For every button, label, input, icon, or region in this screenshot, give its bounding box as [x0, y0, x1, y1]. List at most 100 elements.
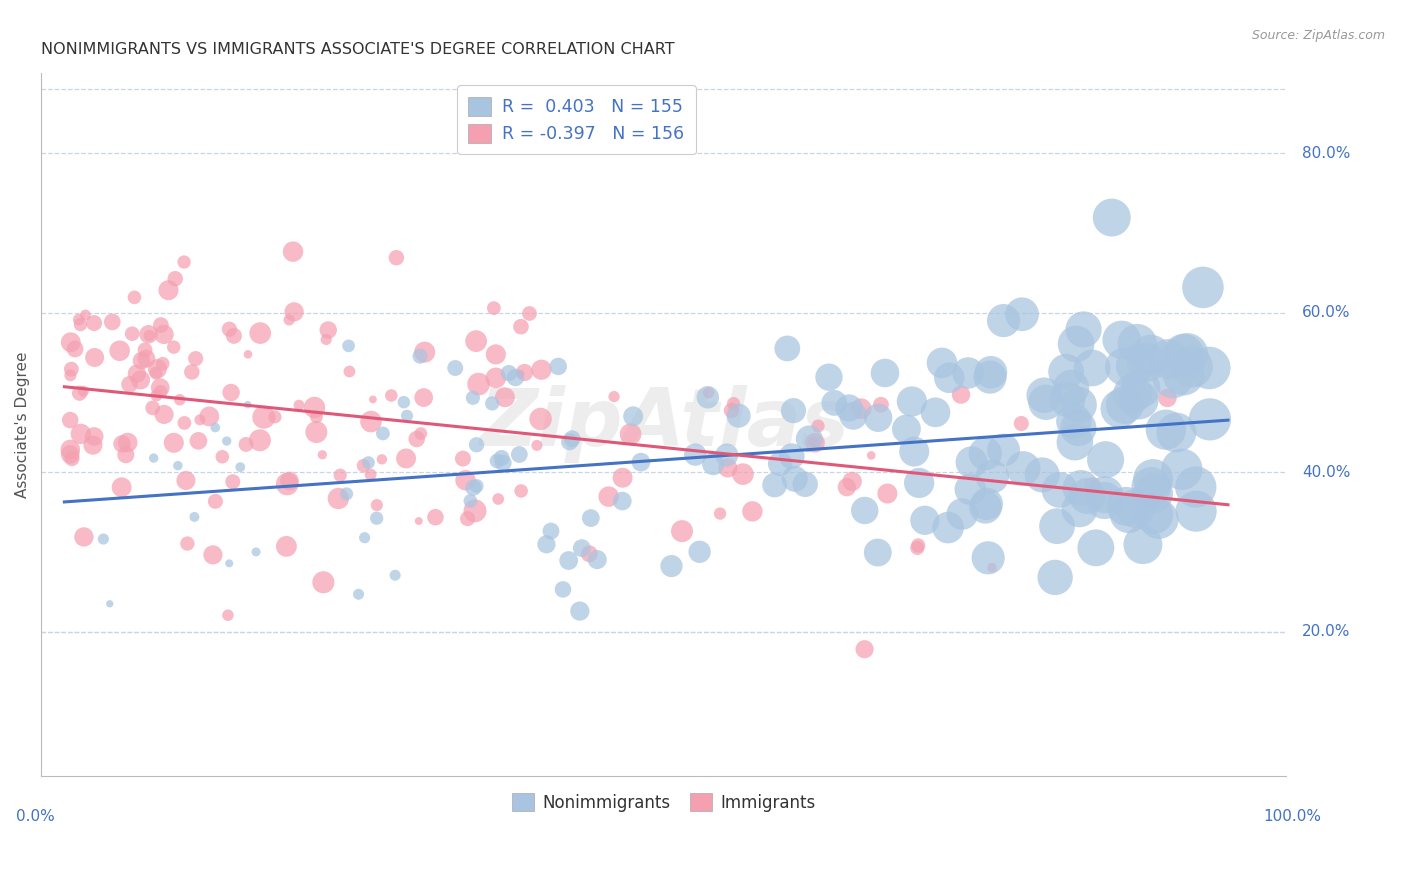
- Point: [1132, 538, 1154, 552]
- Point: [1111, 333, 1133, 347]
- Point: [689, 545, 711, 559]
- Point: [69, 318, 91, 332]
- Point: [59, 368, 82, 383]
- Point: [959, 483, 981, 497]
- Point: [235, 437, 257, 451]
- Point: [1185, 504, 1208, 518]
- Point: [621, 409, 644, 424]
- Point: [530, 362, 553, 376]
- Point: [67, 312, 90, 326]
- Point: [1181, 359, 1204, 374]
- Point: [993, 443, 1015, 458]
- Point: [75, 308, 97, 322]
- Point: [305, 425, 328, 439]
- Point: [152, 357, 174, 371]
- Point: [60, 451, 83, 466]
- Point: [184, 351, 207, 366]
- Point: [69, 386, 91, 401]
- Point: [413, 345, 436, 359]
- Point: [578, 547, 600, 561]
- Point: [337, 339, 360, 353]
- Point: [347, 587, 370, 601]
- Point: [924, 405, 946, 419]
- Point: [976, 497, 998, 511]
- Point: [1123, 359, 1146, 373]
- Point: [842, 409, 865, 423]
- Point: [461, 391, 484, 405]
- Point: [1056, 392, 1078, 407]
- Point: [1161, 371, 1184, 385]
- Point: [1122, 387, 1144, 401]
- Point: [782, 403, 804, 417]
- Point: [73, 530, 96, 544]
- Point: [121, 326, 143, 341]
- Point: [59, 413, 82, 427]
- Point: [278, 313, 301, 327]
- Point: [1157, 351, 1180, 366]
- Point: [1126, 336, 1149, 351]
- Point: [1114, 398, 1136, 412]
- Point: [288, 398, 311, 412]
- Point: [905, 541, 928, 555]
- Point: [1060, 381, 1083, 395]
- Point: [304, 401, 326, 415]
- Point: [218, 322, 240, 336]
- Point: [619, 427, 641, 442]
- Point: [138, 327, 160, 342]
- Point: [936, 520, 959, 534]
- Point: [236, 347, 259, 361]
- Point: [486, 454, 509, 468]
- Point: [366, 511, 388, 525]
- Point: [498, 366, 520, 380]
- Point: [108, 343, 131, 358]
- Point: [245, 545, 267, 559]
- Point: [1154, 423, 1177, 437]
- Point: [1035, 395, 1057, 409]
- Point: [519, 306, 541, 320]
- Point: [1069, 502, 1091, 516]
- Point: [938, 371, 960, 385]
- Point: [526, 438, 548, 452]
- Point: [135, 351, 157, 366]
- Point: [63, 342, 86, 356]
- Point: [392, 395, 415, 409]
- Point: [835, 480, 858, 494]
- Point: [405, 432, 427, 446]
- Point: [957, 366, 980, 380]
- Point: [685, 448, 707, 462]
- Point: [1076, 489, 1098, 503]
- Point: [198, 409, 221, 424]
- Point: [901, 394, 924, 409]
- Point: [380, 388, 402, 402]
- Point: [558, 434, 581, 449]
- Point: [408, 514, 430, 528]
- Point: [907, 538, 929, 552]
- Point: [1054, 365, 1077, 379]
- Point: [1140, 480, 1163, 494]
- Point: [69, 426, 91, 441]
- Point: [463, 481, 485, 495]
- Point: [557, 553, 579, 567]
- Point: [491, 450, 513, 465]
- Point: [720, 403, 742, 417]
- Point: [72, 384, 94, 399]
- Text: Source: ZipAtlas.com: Source: ZipAtlas.com: [1251, 29, 1385, 42]
- Point: [804, 435, 827, 450]
- Point: [1198, 361, 1220, 376]
- Point: [173, 416, 195, 430]
- Point: [173, 255, 195, 269]
- Point: [849, 401, 872, 416]
- Point: [187, 434, 209, 448]
- Point: [763, 478, 786, 492]
- Point: [540, 524, 562, 538]
- Point: [59, 442, 82, 457]
- Point: [385, 251, 408, 265]
- Point: [83, 351, 105, 365]
- Point: [117, 435, 139, 450]
- Point: [357, 456, 380, 470]
- Point: [1128, 392, 1150, 407]
- Point: [794, 477, 817, 491]
- Point: [1094, 452, 1116, 467]
- Point: [866, 545, 889, 559]
- Point: [444, 361, 467, 376]
